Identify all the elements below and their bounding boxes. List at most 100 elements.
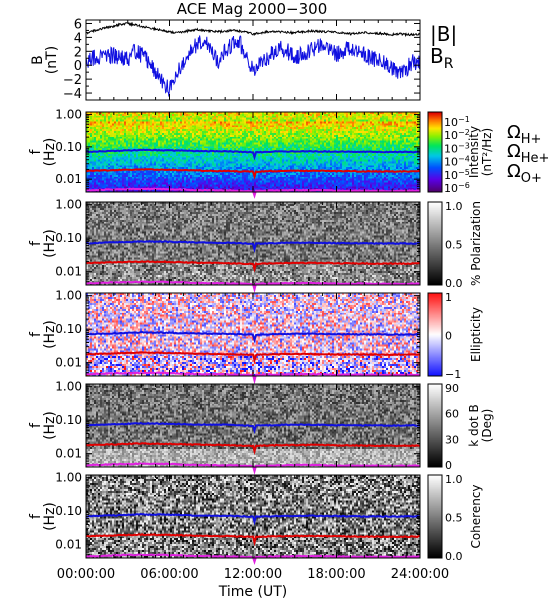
colorbar-tick-label: 0.5 [445,512,463,525]
x-tick-label: 06:00:00 [140,567,198,582]
x-tick-label: 24:00:00 [391,567,449,582]
gyrofrequency-H+-line [85,148,421,161]
legend-b-r: BR [430,44,454,72]
colorbar-tick-label: 10−1 [444,115,470,129]
y-axis-label-units: (nT) [44,46,60,74]
y-axis-label: B [30,55,46,65]
legend-b-magnitude: |B| [430,22,457,46]
gyrofrequency-H+-line [85,512,421,526]
panel-6 [85,474,443,559]
colorbar-tick-label: 10−4 [444,155,470,169]
colorbar-tick-label: 90 [445,382,459,395]
colorbar-tick-label: 0 [445,330,452,343]
colorbar-panel-3 [428,202,442,285]
gyrofrequency-He+-line [85,533,421,547]
panel-frame [85,383,421,468]
y-axis-label: f [28,331,44,337]
colorbar-panel-2 [428,112,442,192]
panel-3 [85,201,443,286]
y-axis-label-units: (Hz) [42,411,58,440]
y-tick-label: 1.00 [55,289,82,303]
y-tick-label: 2 [74,45,82,60]
y-tick-label: −4 [63,87,82,102]
colorbar-tick-label: 10−3 [444,141,470,155]
panel-frame [85,19,421,101]
y-tick-label: 0 [74,59,82,74]
y-tick-label: 0.01 [55,172,82,186]
colorbar-tick-label: 10−2 [444,128,470,142]
colorbar-frame [427,201,443,286]
gyrofrequency-H+-line [85,422,420,434]
panel-frame [85,474,421,559]
y-axis-label-units: (Hz) [42,229,58,258]
y-axis-label: f [28,148,44,154]
gyrofrequency-H+-line [85,330,421,344]
legend-omega-He+: ΩHe+ [507,141,549,166]
x-axis-label: Time (UT) [218,584,287,600]
gyrofrequency-He+-line [85,260,421,273]
axes [85,19,443,559]
y-tick-label: −2 [63,73,82,88]
colorbar-tick-label: 60 [445,408,459,421]
colorbar-frame [427,111,443,193]
y-tick-label: 0.10 [55,322,82,336]
legend-omega-O+: ΩO+ [507,161,542,186]
panel-4 [85,292,443,377]
y-tick-label: 0.01 [55,538,82,552]
panel-frame [85,201,421,286]
panel-frame [85,111,421,193]
y-axis-label: f [28,240,44,246]
colorbar-label: Ellipticity [469,307,483,362]
y-axis-label-units: (Hz) [42,502,58,531]
colorbar-tick-label: 1 [445,291,452,304]
colorbar-tick-label: −1 [445,368,461,381]
gyrofrequency-He+-line [85,442,420,456]
y-axis-label-units: (Hz) [42,320,58,349]
y-axis-label-units: (Hz) [42,138,58,167]
colorbar-tick-label: 10−6 [444,181,470,195]
y-tick-label: 0.10 [55,504,82,518]
panel-2 [85,111,443,193]
colorbar-label: Coherency [469,484,483,548]
colorbar-panel-6 [428,475,442,558]
gyrofrequency-H+-line [85,240,421,254]
y-tick-label: 1.00 [55,108,82,122]
colorbar-label: k dot B [467,404,481,446]
panel-5 [85,383,443,468]
colorbar-tick-label: 1.0 [445,473,463,486]
series-b-r-line [85,35,421,97]
y-tick-label: 4 [74,31,82,46]
panel-1 [85,19,421,101]
gyrofrequency-He+-line [85,351,421,364]
legend-omega-H+: ΩH+ [507,122,541,147]
y-tick-label: 0.01 [55,265,82,279]
panel-frame [85,292,421,377]
x-tick-label: 18:00:00 [307,567,365,582]
y-tick-label: 0.01 [55,447,82,461]
y-tick-label: 1.00 [55,198,82,212]
y-tick-label: 0.01 [55,356,82,370]
colorbar-frame [427,383,443,468]
y-tick-label: 1.00 [55,471,82,485]
colorbar-label: Intensity [467,126,481,178]
colorbar-panel-5 [428,384,442,467]
colorbar-panel-4 [428,293,442,376]
y-tick-label: 0.10 [55,413,82,427]
colorbar-tick-label: 1.0 [445,200,463,213]
gyrofrequency-He+-line [85,168,421,180]
colorbar-label-units: (Deg) [480,409,494,443]
colorbar-label: % Polarization [469,201,483,286]
y-tick-label: 6 [74,17,82,32]
colorbar-label-units: (nT²/Hz) [480,128,494,176]
colorbar-tick-label: 10−5 [444,168,470,182]
colorbar-tick-label: 0.0 [445,277,463,290]
y-axis-label: f [28,513,44,519]
colorbar-tick-label: 0 [445,459,452,472]
y-tick-label: 0.10 [55,140,82,154]
figure-title: ACE Mag 2000−300 [177,0,328,18]
y-tick-label: 1.00 [55,380,82,394]
colorbar-frame [427,474,443,559]
colorbar-tick-label: 0.5 [445,239,463,252]
